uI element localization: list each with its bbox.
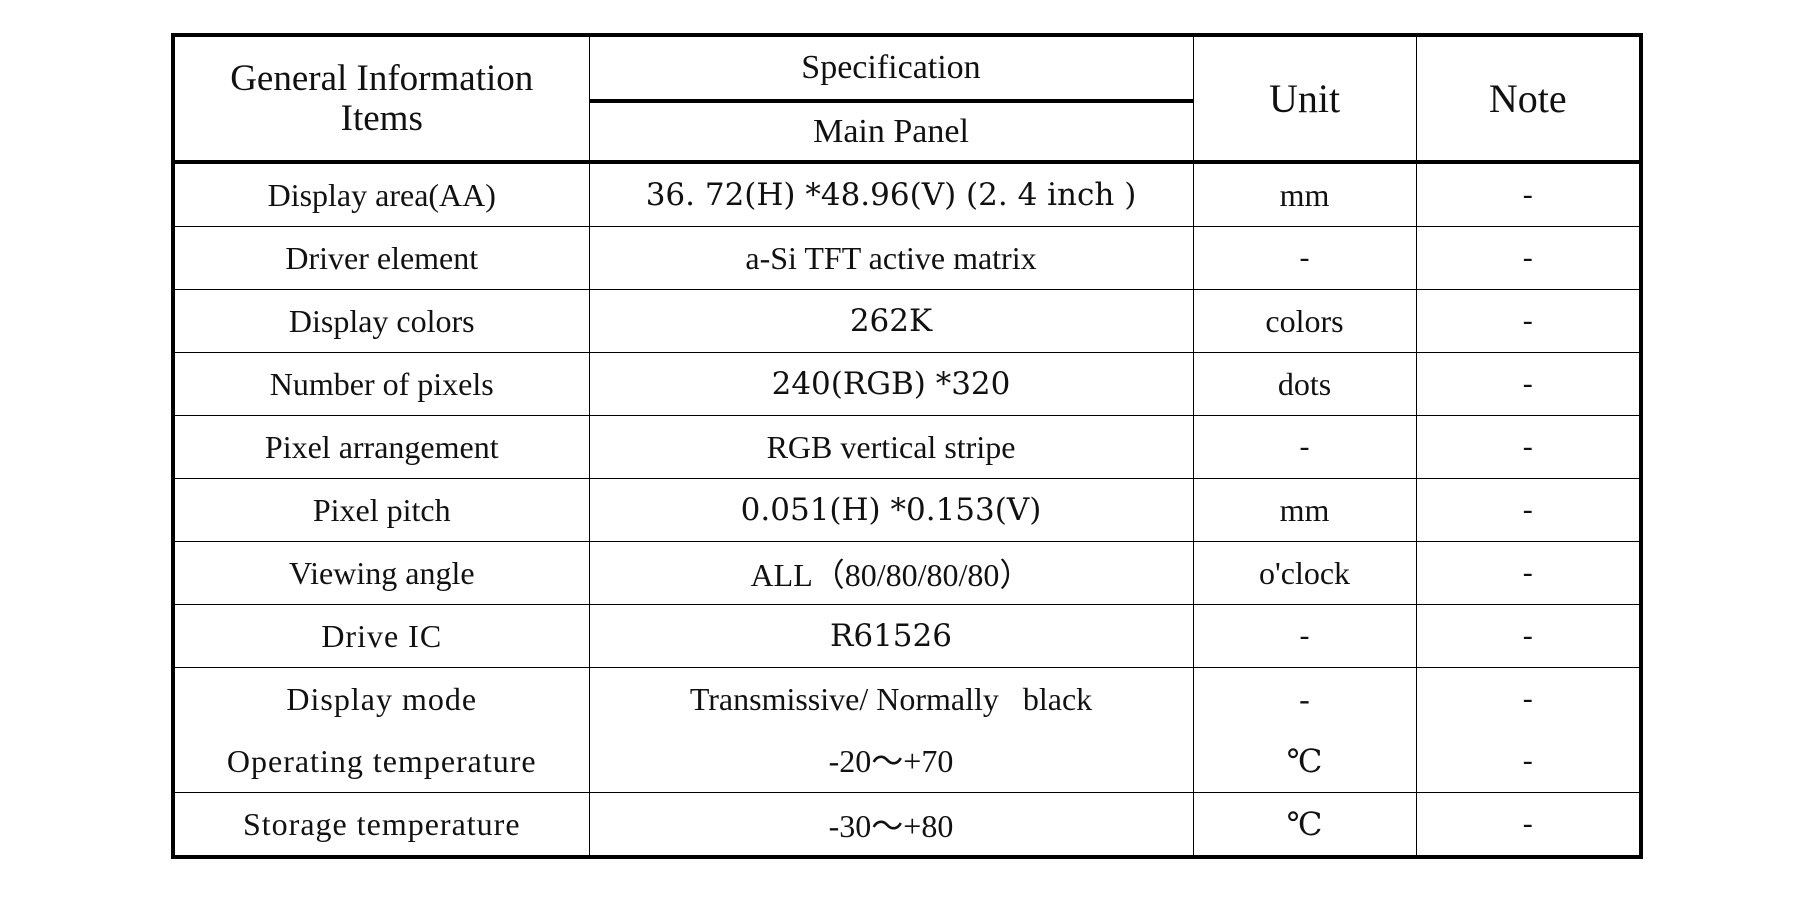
table-row: Drive IC R61526 - - xyxy=(172,604,1642,668)
spec-cell: a-Si TFT active matrix xyxy=(588,226,1194,290)
table-row: Viewing angle ALL（80/80/80/80） o'clock - xyxy=(172,541,1642,605)
header-items: General Information Items xyxy=(172,34,590,164)
note-cell: - xyxy=(1415,352,1642,416)
item-cell: Drive IC xyxy=(172,604,590,668)
note-cell-stacked: - - xyxy=(1415,667,1642,793)
note-operating-temperature: - xyxy=(1522,744,1533,777)
table-row-stacked: Display mode Operating temperature Trans… xyxy=(172,667,1642,793)
item-operating-temperature: Operating temperature xyxy=(226,743,537,779)
spec-cell: 36. 72(H) *48.96(V) (2. 4 inch ) xyxy=(588,161,1194,227)
table-row: Driver element a-Si TFT active matrix - … xyxy=(172,226,1642,290)
table-row: Storage temperature -30～+80 ℃ - xyxy=(172,792,1642,858)
spec-operating-temperature: -20～+70 xyxy=(828,743,954,779)
header-items-line2: Items xyxy=(340,97,423,139)
item-cell: Display colors xyxy=(172,289,590,353)
unit-cell: mm xyxy=(1192,161,1417,227)
header-note: Note xyxy=(1415,34,1642,164)
note-cell: - xyxy=(1415,604,1642,668)
note-cell: - xyxy=(1415,161,1642,227)
item-cell: Display area(AA) xyxy=(172,161,590,227)
spec-cell: 240(RGB) *320 xyxy=(588,352,1194,416)
table-row: Display colors 262K colors - xyxy=(172,289,1642,353)
unit-display-mode: - xyxy=(1299,681,1310,717)
item-cell: Driver element xyxy=(172,226,590,290)
unit-operating-temperature: ℃ xyxy=(1286,743,1323,779)
table-row: Display area(AA) 36. 72(H) *48.96(V) (2.… xyxy=(172,161,1642,227)
note-display-mode: - xyxy=(1522,682,1533,715)
spec-display-mode: Transmissive/ Normally black xyxy=(689,681,1093,717)
header-unit: Unit xyxy=(1192,34,1417,164)
note-cell: - xyxy=(1415,226,1642,290)
unit-cell-stacked: - ℃ xyxy=(1192,667,1417,793)
general-information-table: General Information Items Specification … xyxy=(171,33,1643,859)
unit-cell: - xyxy=(1192,415,1417,479)
spec-cell: 262K xyxy=(588,289,1194,353)
item-cell: Number of pixels xyxy=(172,352,590,416)
table-row: Number of pixels 240(RGB) *320 dots - xyxy=(172,352,1642,416)
note-cell: - xyxy=(1415,478,1642,542)
spec-cell: 0.051(H) *0.153(V) xyxy=(588,478,1194,542)
table-row: Pixel pitch 0.051(H) *0.153(V) mm - xyxy=(172,478,1642,542)
note-cell: - xyxy=(1415,541,1642,605)
unit-cell: ℃ xyxy=(1192,792,1417,858)
spec-cell-stacked: Transmissive/ Normally black -20～+70 xyxy=(588,667,1194,793)
unit-cell: mm xyxy=(1192,478,1417,542)
unit-cell: colors xyxy=(1192,289,1417,353)
item-cell: Pixel pitch xyxy=(172,478,590,542)
table-row: Pixel arrangement RGB vertical stripe - … xyxy=(172,415,1642,479)
header-items-line1: General Information xyxy=(230,57,534,99)
note-cell: - xyxy=(1415,792,1642,858)
spec-cell: ALL（80/80/80/80） xyxy=(588,541,1194,605)
item-display-mode: Display mode xyxy=(286,681,478,717)
spec-cell: RGB vertical stripe xyxy=(588,415,1194,479)
unit-cell: - xyxy=(1192,604,1417,668)
header-specification: Specification xyxy=(588,34,1194,103)
item-cell: Storage temperature xyxy=(172,792,590,858)
item-cell: Viewing angle xyxy=(172,541,590,605)
header-main-panel: Main Panel xyxy=(588,100,1194,164)
item-cell: Pixel arrangement xyxy=(172,415,590,479)
spec-cell: R61526 xyxy=(588,604,1194,668)
unit-cell: dots xyxy=(1192,352,1417,416)
unit-cell: - xyxy=(1192,226,1417,290)
unit-cell: o'clock xyxy=(1192,541,1417,605)
spec-cell: -30～+80 xyxy=(588,792,1194,858)
note-cell: - xyxy=(1415,415,1642,479)
item-cell-stacked: Display mode Operating temperature xyxy=(172,667,590,793)
note-cell: - xyxy=(1415,289,1642,353)
